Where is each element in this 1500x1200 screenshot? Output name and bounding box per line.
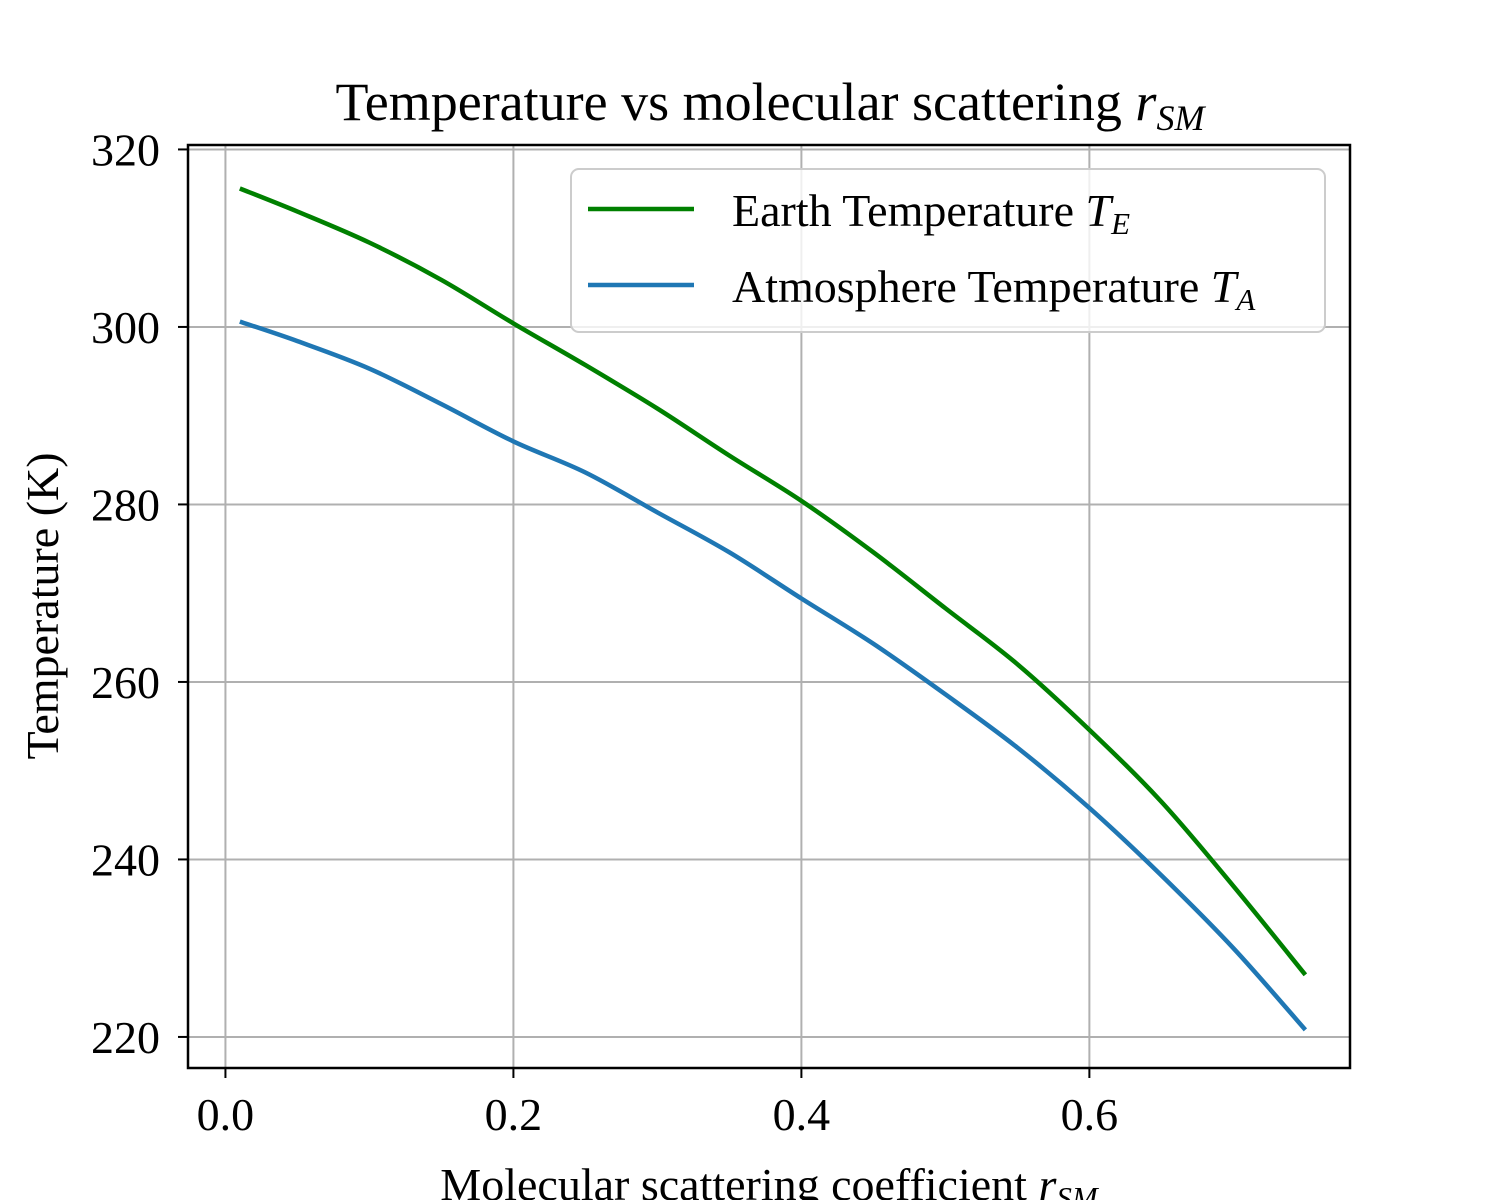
series-line-earth-temperature [239,186,1308,977]
legend-label-atmosphere: Atmosphere Temperature TA [732,261,1256,317]
legend-box [570,168,1326,333]
series-line-atmosphere-temperature [239,319,1308,1032]
legend-label-earth: Earth Temperature TE [732,185,1130,241]
series-lines [239,186,1308,1032]
y-axis-label: Temperature (K) [17,452,68,759]
x-axis-label: Molecular scattering coefficient rSM [440,1159,1100,1200]
chart-title: Temperature vs molecular scattering rSM [336,72,1207,138]
y-tick-label: 240 [91,834,160,885]
legend: Earth Temperature TE Atmosphere Temperat… [570,168,1326,333]
x-tick-label: 0.4 [773,1089,831,1140]
y-tick-label: 300 [91,302,160,353]
y-tick-label: 320 [91,124,160,175]
y-tick-label: 280 [91,479,160,530]
x-tick-label: 0.2 [485,1089,543,1140]
y-tick-label: 260 [91,657,160,708]
x-tick-label: 0.0 [197,1089,255,1140]
plot-frame [186,143,1352,1070]
ticks: 0.0 0.2 0.4 0.6 220 240 260 280 300 320 [91,124,1118,1140]
x-tick-label: 0.6 [1061,1089,1119,1140]
y-tick-label: 220 [91,1012,160,1063]
